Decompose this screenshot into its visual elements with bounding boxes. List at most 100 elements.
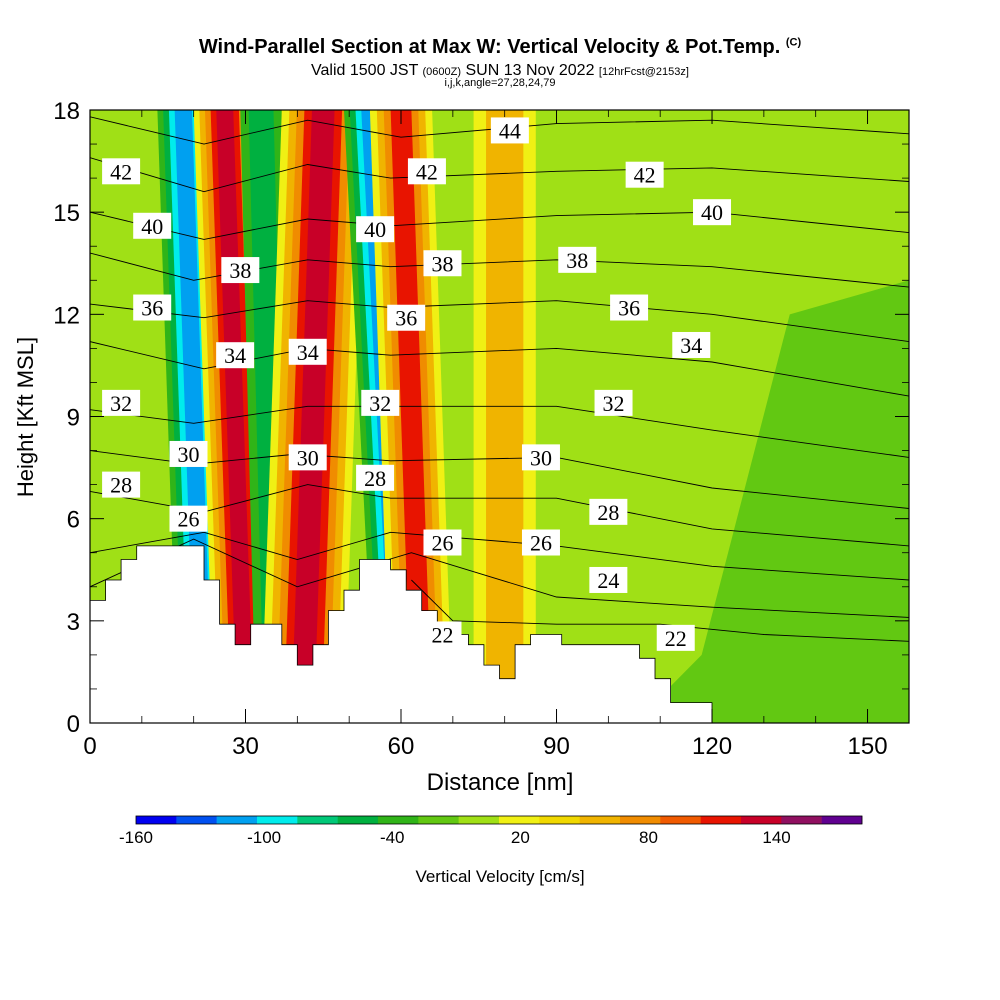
band-updraft-2-shade <box>291 110 335 723</box>
isentrope-label: 40 <box>356 216 395 243</box>
isentrope-label: 40 <box>133 212 172 239</box>
isentrope-label: 44 <box>490 117 529 144</box>
isentrope-label: 42 <box>407 158 446 185</box>
isentrope-label: 38 <box>423 250 462 277</box>
colorbar-swatch <box>216 816 258 824</box>
colorbar-swatch <box>620 816 661 824</box>
isentrope-label: 22 <box>423 621 462 648</box>
isentrope-label-text: 28 <box>110 473 132 498</box>
isentrope-label-text: 44 <box>499 118 521 143</box>
y-tick-label: 15 <box>53 200 80 227</box>
chart-subtitle: Valid 1500 JST (0600Z) SUN 13 Nov 2022 [… <box>0 62 1000 80</box>
colorbar: -160 -100 -40 20 80 140 <box>119 815 863 847</box>
isentrope-label-text: 42 <box>416 159 438 184</box>
x-tick-label: 120 <box>692 733 732 760</box>
utc-time: (0600Z) <box>422 66 462 78</box>
copyright-mark: (C) <box>785 36 802 49</box>
colorbar-tick-label: -160 <box>119 828 153 847</box>
isentrope-label: 22 <box>656 624 695 651</box>
isentrope-label-text: 30 <box>297 445 319 470</box>
colorbar-swatch <box>499 816 540 824</box>
isentrope-label: 34 <box>216 342 255 369</box>
colorbar-tick-label: 80 <box>639 828 658 847</box>
isentrope-label-text: 22 <box>431 622 453 647</box>
valid-time: Valid 1500 JST <box>311 62 419 79</box>
isentrope-label-text: 30 <box>177 442 199 467</box>
field-weak-sink <box>634 280 909 723</box>
isentrope-label: 42 <box>102 158 141 185</box>
isentrope-label-text: 26 <box>177 507 199 532</box>
isentrope-label-text: 40 <box>141 214 163 239</box>
isentrope-label: 36 <box>610 294 649 321</box>
colorbar-swatch <box>700 816 742 824</box>
colorbar-swatch <box>136 816 177 824</box>
isentrope-label-text: 28 <box>364 466 386 491</box>
isentrope-label-text: 42 <box>634 163 656 188</box>
isentrope-label-text: 36 <box>395 306 417 331</box>
colorbar-swatch <box>821 816 863 824</box>
x-axis-label: Distance [nm] <box>427 769 574 796</box>
terrain-polygon <box>89 545 909 724</box>
valid-date: SUN 13 Nov 2022 <box>465 62 595 79</box>
colorbar-frame <box>135 815 863 825</box>
isentrope-label-text: 38 <box>566 248 588 273</box>
isentrope-label-text: 30 <box>530 445 552 470</box>
colorbar-swatch <box>418 816 459 824</box>
colorbar-swatch <box>539 816 580 824</box>
isentrope-label-text: 42 <box>110 159 132 184</box>
isentrope-label: 34 <box>288 338 327 365</box>
isentrope-label-text: 36 <box>618 296 640 321</box>
isentrope-label-text: 34 <box>680 333 702 358</box>
isentrope-label: 34 <box>672 331 711 358</box>
y-tick-label: 18 <box>53 98 80 125</box>
colorbar-tick-label: -40 <box>380 828 405 847</box>
colorbar-swatch <box>297 816 338 824</box>
isentrope-label: 26 <box>169 505 208 532</box>
colorbar-swatch <box>458 816 500 824</box>
grid-indices: i,j,k,angle=27,28,24,79 <box>444 77 556 89</box>
y-tick-label: 0 <box>67 711 80 738</box>
x-tick-label: 0 <box>83 733 96 760</box>
isentrope-label: 42 <box>625 161 664 188</box>
isentrope-label-text: 22 <box>665 626 687 651</box>
band-updraft-3-shade <box>390 110 433 723</box>
isentrope-label-text: 34 <box>297 340 319 365</box>
isentrope-label: 40 <box>693 199 732 226</box>
x-tick-label: 90 <box>543 733 570 760</box>
isentrope-label: 38 <box>221 257 260 284</box>
colorbar-swatch <box>781 816 822 824</box>
isentrope-label: 32 <box>102 389 141 416</box>
colorbar-swatch <box>660 816 701 824</box>
colorbar-swatch <box>257 816 298 824</box>
isentrope-label-text: 32 <box>110 391 132 416</box>
chart-title: Wind-Parallel Section at Max W: Vertical… <box>0 36 1000 59</box>
y-tick-label: 9 <box>67 405 80 432</box>
isentrope-label: 28 <box>356 464 395 491</box>
colorbar-tick-label: -100 <box>247 828 281 847</box>
x-tick-label: 30 <box>232 733 259 760</box>
isentrope-label: 38 <box>558 246 597 273</box>
isentrope-label: 26 <box>521 529 560 556</box>
y-tick-label: 12 <box>53 302 80 329</box>
isentrope-label-text: 40 <box>364 217 386 242</box>
isentrope-label: 32 <box>361 389 400 416</box>
isentrope-label-text: 36 <box>141 296 163 321</box>
isentrope-label-text: 38 <box>431 251 453 276</box>
isentrope-label-text: 24 <box>597 568 619 593</box>
colorbar-swatch <box>378 816 419 824</box>
isentrope-labels: 22 22 24 26 26 26 28 28 28 30 30 30 32 32 32 34 34 34 36 36… <box>102 117 732 651</box>
isentrope-label-text: 40 <box>701 200 723 225</box>
isentrope-line <box>90 341 909 397</box>
y-tick-label: 3 <box>67 609 80 636</box>
isentrope-label: 36 <box>133 294 172 321</box>
isentrope-label: 32 <box>594 389 633 416</box>
isentrope-label-text: 32 <box>369 391 391 416</box>
isentrope-line <box>90 252 909 288</box>
isentrope-label: 30 <box>169 440 208 467</box>
isentrope-line <box>90 531 909 581</box>
colorbar-swatch <box>337 816 379 824</box>
colorbar-swatch <box>579 816 621 824</box>
isentrope-label-text: 26 <box>431 531 453 556</box>
isentrope-label: 28 <box>102 471 141 498</box>
